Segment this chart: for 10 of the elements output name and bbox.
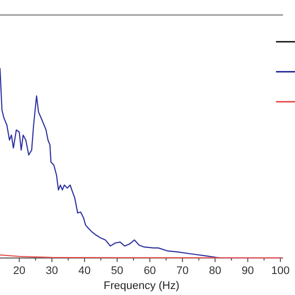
x-tick-label: 80 (208, 265, 222, 277)
x-tick-label: 40 (78, 265, 91, 277)
x-tick-label: 100 (271, 265, 290, 277)
x-tick-label: 20 (13, 265, 26, 277)
x-tick-label: 50 (111, 265, 124, 277)
x-tick-label: 60 (144, 265, 156, 277)
x-axis-title: Frequency (Hz) (104, 280, 180, 292)
x-tick-label: 70 (176, 265, 189, 277)
x-tick-label: 30 (46, 265, 58, 277)
x-tick-label: 90 (242, 265, 254, 277)
